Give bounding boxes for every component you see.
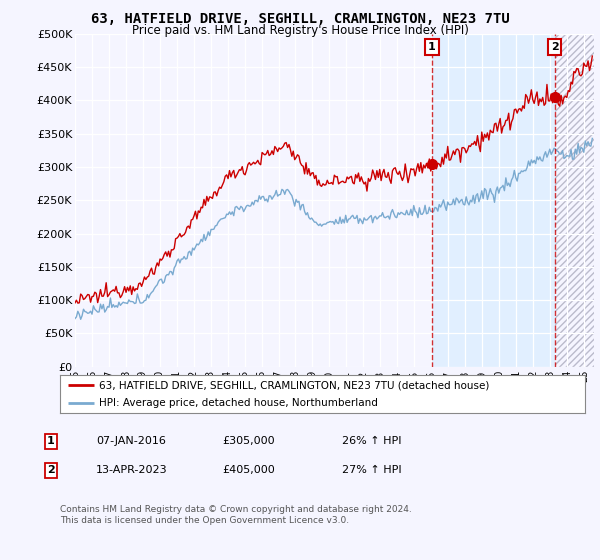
- Bar: [555, 34, 594, 367]
- Text: 63, HATFIELD DRIVE, SEGHILL, CRAMLINGTON, NE23 7TU (detached house): 63, HATFIELD DRIVE, SEGHILL, CRAMLINGTON…: [100, 380, 490, 390]
- Text: 1: 1: [428, 42, 436, 52]
- Text: 27% ↑ HPI: 27% ↑ HPI: [342, 465, 401, 475]
- Text: 07-JAN-2016: 07-JAN-2016: [96, 436, 166, 446]
- Bar: [555, 34, 594, 367]
- Text: Price paid vs. HM Land Registry's House Price Index (HPI): Price paid vs. HM Land Registry's House …: [131, 24, 469, 36]
- Bar: [432, 34, 555, 367]
- Text: 1: 1: [47, 436, 55, 446]
- Text: HPI: Average price, detached house, Northumberland: HPI: Average price, detached house, Nort…: [100, 398, 378, 408]
- Text: 63, HATFIELD DRIVE, SEGHILL, CRAMLINGTON, NE23 7TU: 63, HATFIELD DRIVE, SEGHILL, CRAMLINGTON…: [91, 12, 509, 26]
- Text: Contains HM Land Registry data © Crown copyright and database right 2024.
This d: Contains HM Land Registry data © Crown c…: [60, 505, 412, 525]
- Text: £405,000: £405,000: [222, 465, 275, 475]
- Text: £305,000: £305,000: [222, 436, 275, 446]
- Text: 13-APR-2023: 13-APR-2023: [96, 465, 167, 475]
- Text: 2: 2: [551, 42, 559, 52]
- Text: 26% ↑ HPI: 26% ↑ HPI: [342, 436, 401, 446]
- Text: 2: 2: [47, 465, 55, 475]
